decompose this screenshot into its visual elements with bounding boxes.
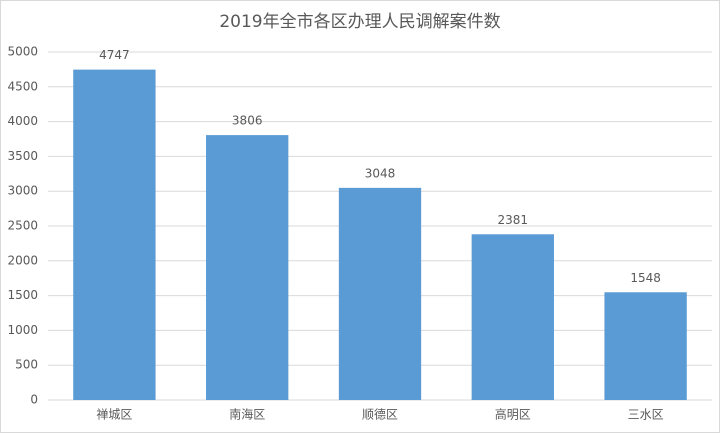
y-tick-label: 500 bbox=[15, 358, 38, 372]
y-tick-label: 3000 bbox=[7, 184, 38, 198]
x-tick-label: 三水区 bbox=[628, 408, 664, 422]
bar bbox=[604, 292, 687, 400]
data-label: 3048 bbox=[365, 166, 396, 180]
y-tick-label: 1500 bbox=[7, 288, 38, 302]
x-tick-label: 顺德区 bbox=[362, 407, 398, 422]
data-label: 4747 bbox=[99, 48, 130, 62]
y-tick-label: 2500 bbox=[7, 219, 38, 233]
data-label: 3806 bbox=[232, 114, 263, 128]
y-tick-label: 5000 bbox=[7, 45, 38, 59]
y-tick-label: 0 bbox=[30, 393, 38, 407]
bar bbox=[338, 187, 422, 400]
chart-title: 2019年全市各区办理人民调解案件数 bbox=[219, 12, 500, 32]
y-tick-label: 3500 bbox=[7, 149, 38, 163]
bar bbox=[73, 69, 156, 401]
x-tick-label: 禅城区 bbox=[96, 408, 132, 422]
y-tick-label: 4500 bbox=[7, 79, 38, 93]
data-label: 1548 bbox=[630, 271, 661, 285]
y-tick-label: 2000 bbox=[7, 253, 38, 267]
x-tick-label: 高明区 bbox=[495, 407, 531, 422]
data-label: 2381 bbox=[498, 213, 529, 227]
bar bbox=[206, 135, 289, 400]
y-tick-label: 4000 bbox=[7, 114, 38, 128]
x-tick-label: 南海区 bbox=[229, 407, 265, 422]
bar bbox=[471, 234, 554, 400]
y-tick-label: 1000 bbox=[7, 323, 38, 337]
